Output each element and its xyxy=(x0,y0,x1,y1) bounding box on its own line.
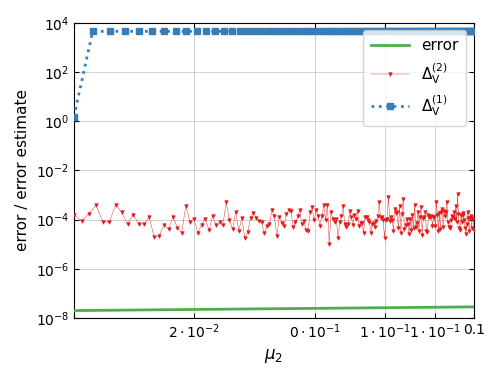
$\Delta_\mathrm{V}^{(2)}$ xyxy=(454,192,460,196)
Line: $\Delta_\mathrm{V}^{(1)}$: $\Delta_\mathrm{V}^{(1)}$ xyxy=(71,28,477,120)
$\Delta_\mathrm{V}^{(2)}$ xyxy=(459,219,465,224)
error xyxy=(471,305,477,309)
$\Delta_\mathrm{V}^{(2)}$ xyxy=(124,222,130,226)
$\Delta_\mathrm{V}^{(1)}$ xyxy=(407,29,413,33)
$\Delta_\mathrm{V}^{(2)}$ xyxy=(326,242,332,246)
$\Delta_\mathrm{V}^{(2)}$ xyxy=(471,228,477,233)
error xyxy=(444,305,450,309)
$\Delta_\mathrm{V}^{(2)}$ xyxy=(284,212,290,216)
$\Delta_\mathrm{V}^{(1)}$ xyxy=(416,29,422,33)
X-axis label: $\mu_2$: $\mu_2$ xyxy=(264,347,283,365)
$\Delta_\mathrm{V}^{(2)}$ xyxy=(71,213,77,217)
Line: error: error xyxy=(74,307,474,310)
Line: $\Delta_\mathrm{V}^{(2)}$: $\Delta_\mathrm{V}^{(2)}$ xyxy=(72,192,475,246)
Y-axis label: error / error estimate: error / error estimate xyxy=(15,89,30,252)
error xyxy=(456,305,462,309)
$\Delta_\mathrm{V}^{(1)}$ xyxy=(454,29,460,33)
Legend: error, $\Delta_\mathrm{V}^{(2)}$, $\Delta_\mathrm{V}^{(1)}$: error, $\Delta_\mathrm{V}^{(2)}$, $\Delt… xyxy=(364,30,467,126)
error xyxy=(392,306,398,310)
$\Delta_\mathrm{V}^{(2)}$ xyxy=(242,236,248,240)
$\Delta_\mathrm{V}^{(1)}$ xyxy=(90,29,96,33)
$\Delta_\mathrm{V}^{(2)}$ xyxy=(464,209,470,214)
$\Delta_\mathrm{V}^{(1)}$ xyxy=(471,29,477,33)
error xyxy=(71,308,77,313)
$\Delta_\mathrm{V}^{(1)}$ xyxy=(71,115,77,119)
$\Delta_\mathrm{V}^{(1)}$ xyxy=(398,29,404,33)
error xyxy=(396,305,402,310)
$\Delta_\mathrm{V}^{(1)}$ xyxy=(354,29,360,33)
$\Delta_\mathrm{V}^{(1)}$ xyxy=(396,29,402,33)
$\Delta_\mathrm{V}^{(2)}$ xyxy=(146,215,152,220)
error xyxy=(392,306,398,310)
error xyxy=(76,308,82,313)
